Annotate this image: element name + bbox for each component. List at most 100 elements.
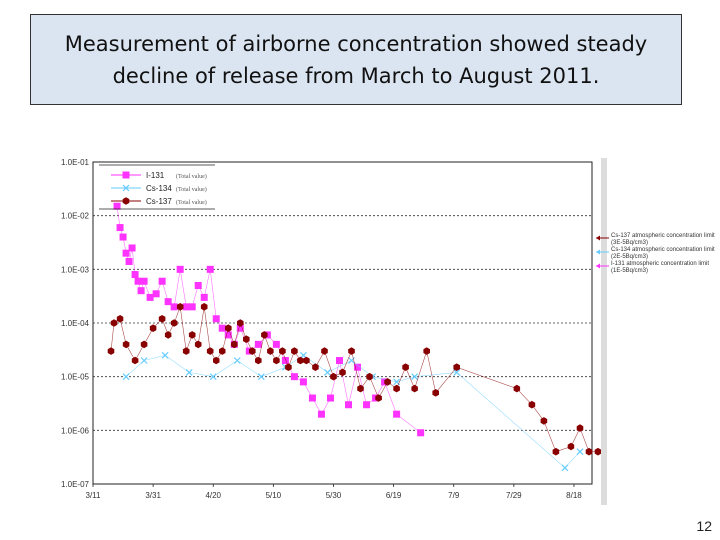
annotation-arrowhead: [596, 235, 600, 241]
data-point-cs137: [366, 372, 373, 381]
x-tick-label: 8/18: [566, 491, 582, 500]
data-point-i131: [170, 303, 178, 311]
data-point-i131: [113, 202, 121, 210]
data-point-cs134: [561, 464, 569, 472]
x-tick-label: 4/20: [205, 491, 221, 500]
data-point-i131: [317, 410, 325, 418]
data-point-cs134: [257, 373, 265, 381]
page-number: 12: [696, 518, 712, 534]
data-point-cs137: [243, 335, 250, 343]
data-point-cs137: [393, 384, 400, 393]
data-point-cs137: [279, 347, 286, 355]
data-point-cs137: [513, 384, 521, 393]
data-point-cs137: [273, 356, 280, 365]
data-point-cs134: [122, 184, 130, 192]
data-point-i131: [326, 394, 334, 402]
data-point-i131: [152, 290, 160, 298]
series-i-131: [113, 202, 425, 437]
x-tick-label: 3/31: [145, 491, 161, 500]
data-point-i131: [116, 224, 124, 232]
data-point-i131: [290, 373, 298, 381]
data-point-cs137: [213, 356, 220, 365]
x-tick-label: 5/10: [266, 491, 282, 500]
x-tick-label: 7/29: [506, 491, 522, 500]
data-point-cs137: [200, 303, 208, 311]
data-point-cs137: [357, 384, 364, 393]
data-point-i131: [254, 340, 262, 348]
data-point-cs137: [375, 394, 382, 402]
data-point-i131: [119, 233, 127, 241]
data-point-i131: [200, 293, 208, 301]
annotation-text: Cs-134 atmospheric concentration limit: [611, 247, 715, 253]
slide-title: Measurement of airborne concentration sh…: [64, 31, 648, 88]
data-point-i131: [308, 394, 316, 402]
data-point-cs134: [209, 373, 217, 381]
data-point-i131: [272, 340, 280, 348]
data-point-i131: [299, 378, 307, 386]
title-box: Measurement of airborne concentration sh…: [30, 14, 682, 105]
y-tick-label: 1.0E-04: [61, 319, 90, 328]
legend-label: Cs-137: [146, 197, 172, 206]
x-tick-label: 3/11: [86, 491, 102, 500]
data-point-cs137: [576, 424, 584, 432]
data-point-i131: [354, 363, 362, 371]
y-tick-label: 1.0E-05: [61, 373, 90, 382]
data-point-cs134: [453, 368, 461, 376]
data-point-cs137: [552, 447, 560, 456]
data-point-cs137: [285, 363, 292, 371]
data-point-cs137: [297, 356, 304, 365]
data-point-i131: [146, 293, 154, 301]
data-point-cs137: [188, 331, 196, 339]
data-point-cs137: [348, 347, 355, 355]
data-point-cs137: [194, 340, 202, 349]
data-point-cs137: [423, 347, 430, 355]
y-tick-label: 1.0E-02: [61, 212, 90, 221]
data-point-i131: [188, 303, 196, 311]
data-point-cs137: [528, 400, 536, 409]
data-point-cs134: [324, 368, 331, 376]
data-point-i131: [206, 265, 214, 273]
data-point-cs134: [411, 373, 419, 381]
data-point-cs137: [432, 389, 439, 397]
data-point-i131: [194, 281, 202, 289]
series-cs-134: [122, 351, 584, 472]
annotation-arrowhead: [596, 249, 600, 255]
limit-annotations: Cs-137 atmospheric concentration limit(3…: [596, 158, 715, 505]
data-point-cs137: [261, 331, 268, 339]
series-line: [125, 354, 581, 469]
data-point-i131: [182, 303, 190, 311]
series-cs-137: [107, 303, 602, 456]
data-point-cs137: [594, 447, 602, 456]
data-point-cs137: [339, 368, 346, 377]
legend-note: (Total value): [176, 173, 207, 180]
data-point-i131: [122, 171, 130, 179]
data-point-cs137: [149, 324, 157, 332]
data-point-i131: [281, 357, 289, 365]
y-tick-label: 1.0E-01: [61, 158, 90, 167]
annotation-value: (2E-5Bq/cm3): [611, 254, 648, 260]
data-point-cs137: [122, 197, 130, 205]
legend-label: Cs-134: [146, 184, 172, 193]
x-tick-label: 7/9: [448, 491, 460, 500]
data-point-cs137: [384, 378, 391, 386]
legend-note: (Total value): [176, 186, 207, 193]
data-point-cs134: [233, 357, 241, 364]
data-point-cs137: [291, 347, 298, 355]
annotation-value: (3E-5Bq/cm3): [611, 240, 648, 246]
y-tick-label: 1.0E-06: [61, 426, 90, 435]
data-point-cs137: [116, 315, 124, 323]
data-point-cs137: [453, 363, 460, 371]
data-point-i131: [218, 324, 226, 332]
legend: I-131 (Total value) Cs-134 (Total value) Cs-…: [99, 164, 215, 210]
data-point-cs137: [122, 340, 130, 349]
data-point-cs137: [237, 319, 244, 327]
data-point-i131: [131, 271, 139, 279]
data-point-cs137: [182, 347, 190, 355]
annotation-value: (1E-5Bq/cm3): [611, 268, 648, 274]
data-point-cs134: [185, 368, 193, 376]
data-point-i131: [176, 265, 184, 273]
data-point-cs137: [255, 356, 262, 365]
y-tick-label: 1.0E-03: [61, 265, 90, 274]
data-point-cs137: [411, 384, 418, 393]
